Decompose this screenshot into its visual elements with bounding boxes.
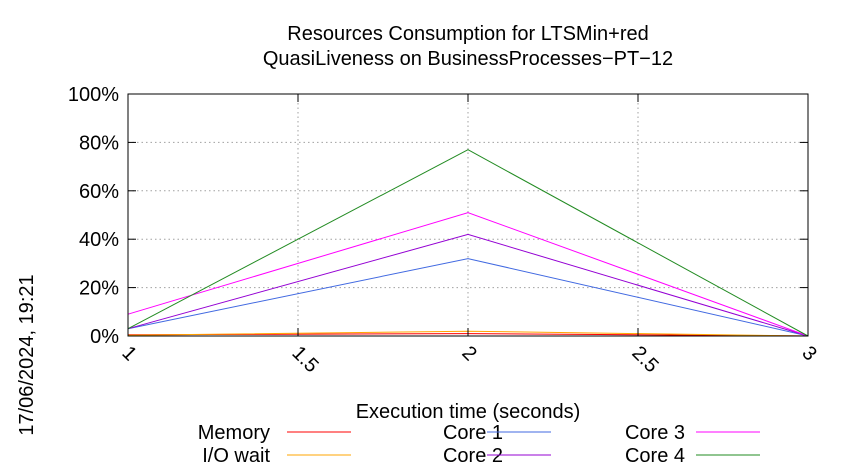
series-lines: [127, 149, 809, 337]
y-tick-label: 100%: [68, 84, 119, 106]
y-tick-label: 80%: [79, 132, 119, 154]
legend-label: I/O wait: [202, 445, 270, 467]
legend-label: Core 2: [443, 445, 503, 467]
series-line-core-2: [127, 233, 809, 337]
x-tick-label: 1: [117, 342, 140, 365]
series-line-core-4: [127, 149, 809, 337]
chart-subtitle: QuasiLiveness on BusinessProcesses−PT−12: [263, 48, 673, 70]
series-line-core-1: [127, 258, 809, 337]
timestamp-label: 17/06/2024, 19:21: [16, 274, 38, 435]
x-tick-label: 2: [457, 342, 480, 365]
x-tick-label: 1.5: [287, 342, 322, 377]
chart-title: Resources Consumption for LTSMin+red: [287, 23, 648, 45]
legend-label: Core 3: [625, 422, 685, 444]
legend-label: Core 1: [443, 422, 503, 444]
legend-label: Memory: [198, 422, 270, 444]
y-tick-label: 40%: [79, 229, 119, 251]
y-tick-label: 0%: [90, 326, 119, 348]
series-line-core-3: [127, 212, 809, 337]
y-axis-ticks: 0% 20% 40% 60% 80% 100%: [68, 84, 808, 348]
x-axis-label: Execution time (seconds): [356, 401, 581, 423]
legend-label: Core 4: [625, 445, 685, 467]
y-tick-label: 60%: [79, 181, 119, 203]
grid: [128, 94, 808, 336]
x-tick-label: 3: [797, 342, 820, 365]
x-tick-label: 2.5: [627, 342, 662, 377]
y-tick-label: 20%: [79, 278, 119, 300]
